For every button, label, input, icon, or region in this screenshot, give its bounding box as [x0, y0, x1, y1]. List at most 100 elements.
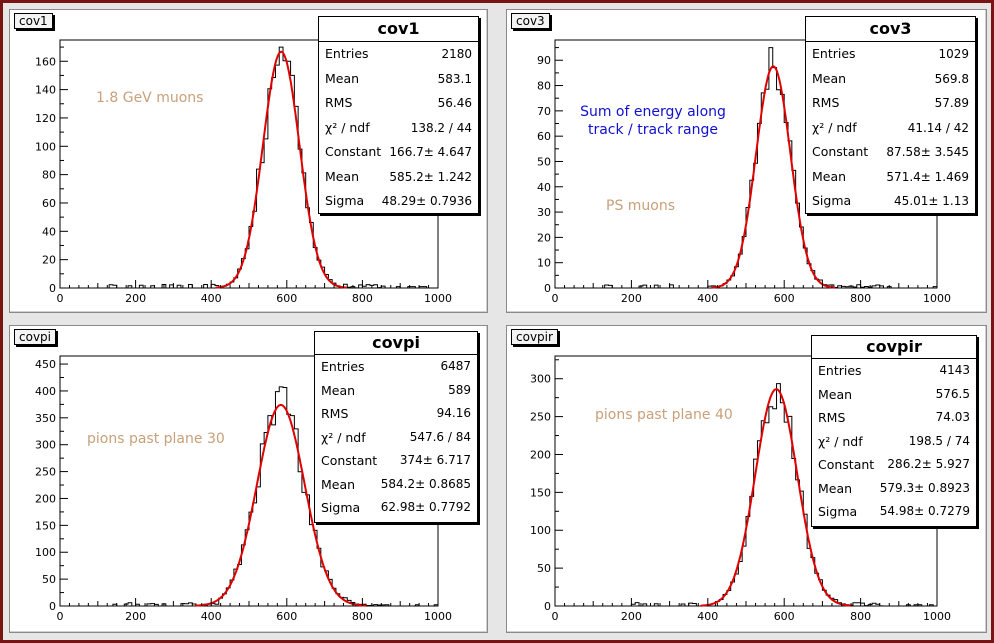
pad-covpi[interactable]: 0 200 400 600 800 1000 0 50 100 150 200 250 300 350 40…: [9, 325, 488, 633]
x-tick-label: 800: [352, 610, 373, 623]
stat-row-fit-mean: Mean 584.2± 0.8685: [315, 473, 477, 497]
stat-row-constant: Constant 374± 6.717: [315, 449, 477, 473]
x-tick-label: 1000: [923, 292, 951, 305]
stat-value: 576.5: [935, 386, 970, 401]
stat-row-rms: RMS 56.46: [319, 91, 478, 116]
y-tick-label: 0: [49, 600, 56, 613]
stats-box: covpir Entries 4143 Mean 576.5 RMS 74.03 χ²…: [811, 335, 977, 527]
histogram-bars: [60, 386, 439, 607]
stat-row-mean: Mean 569.8: [806, 67, 975, 92]
x-tick-label: 800: [850, 292, 871, 305]
stat-value: 87.58± 3.545: [886, 145, 969, 159]
stat-row-fit-mean: Mean 571.4± 1.469: [806, 165, 975, 190]
stat-value: 4143: [939, 363, 970, 377]
y-tick-label: 60: [537, 130, 551, 143]
stat-label: Entries: [812, 46, 856, 61]
y-tick-label: 30: [537, 206, 551, 219]
stat-value: 138.2 / 44: [410, 120, 472, 135]
stat-label: Constant: [812, 144, 869, 159]
pad-cov3[interactable]: 0 200 400 600 800 1000 0 10 20 30 40 50 60 70 80 90 cov…: [506, 9, 987, 313]
stat-label: Sigma: [325, 193, 365, 208]
x-tick-label: 600: [774, 610, 795, 623]
stat-row-constant: Constant 286.2± 5.927: [812, 453, 976, 477]
stat-row-mean: Mean 583.1: [319, 67, 478, 92]
stat-value: 56.46: [437, 96, 472, 110]
y-tick-label: 50: [537, 562, 551, 575]
stat-value: 585.2± 1.242: [389, 169, 472, 184]
stat-label: Entries: [818, 363, 862, 378]
gaussian-fit-curve: [700, 388, 853, 607]
y-tick-label: 0: [544, 282, 551, 295]
stat-value: 583.1: [437, 71, 472, 86]
stat-row-entries: Entries 2180: [319, 42, 478, 67]
stat-label: Mean: [812, 70, 847, 86]
gaussian-fit-curve: [215, 50, 347, 289]
stat-row-sigma: Sigma 62.98± 0.7792: [315, 496, 477, 520]
y-tick-label: 70: [537, 105, 551, 118]
stat-row-rms: RMS 74.03: [812, 406, 976, 430]
stat-value: 74.03: [935, 410, 970, 424]
x-tick-label: 0: [552, 610, 559, 623]
stat-label: RMS: [325, 95, 353, 110]
y-tick-label: 120: [35, 112, 56, 125]
stats-title: cov1: [319, 17, 478, 42]
stats-box: covpi Entries 6487 Mean 589 RMS 94.16 χ² / …: [314, 331, 478, 523]
stat-value: 41.14 / 42: [907, 120, 969, 135]
stat-row-rms: RMS 57.89: [806, 91, 975, 116]
stat-label: Constant: [321, 453, 378, 468]
stat-value: 54.98± 0.7279: [879, 504, 970, 518]
stat-label: Sigma: [812, 193, 852, 208]
stat-row-chi2: χ² / ndf 198.5 / 74: [812, 430, 976, 454]
y-tick-label: 50: [42, 573, 56, 586]
stat-value: 166.7± 4.647: [389, 145, 472, 159]
y-tick-label: 100: [35, 140, 56, 153]
stats-box: cov1 Entries 2180 Mean 583.1 RMS 56.46 χ² /…: [318, 16, 479, 214]
y-tick-label: 80: [42, 169, 56, 182]
y-tick-label: 450: [35, 358, 56, 371]
stat-row-rms: RMS 94.16: [315, 402, 477, 426]
pad-covpir[interactable]: 0 200 400 600 800 1000 0 50 100 150 200 250 300 covp…: [506, 325, 987, 633]
stat-label: χ² / ndf: [818, 433, 863, 449]
histogram-plot-cov3: 0 200 400 600 800 1000 0 10 20 30 40 50 60 70 80 90: [537, 39, 951, 305]
stat-row-entries: Entries 6487: [315, 355, 477, 379]
y-tick-label: 250: [35, 466, 56, 479]
stat-value: 62.98± 0.7792: [380, 500, 471, 514]
y-tick-label: 250: [530, 411, 551, 424]
stat-label: RMS: [321, 406, 349, 421]
stat-row-chi2: χ² / ndf 547.6 / 84: [315, 426, 477, 450]
stat-row-chi2: χ² / ndf 41.14 / 42: [806, 116, 975, 141]
x-tick-label: 0: [57, 610, 64, 623]
stat-row-constant: Constant 166.7± 4.647: [319, 140, 478, 165]
stat-value: 94.16: [436, 406, 471, 420]
stat-value: 6487: [440, 359, 471, 373]
stat-label: χ² / ndf: [321, 429, 366, 445]
y-tick-label: 300: [35, 439, 56, 452]
y-tick-label: 300: [530, 373, 551, 386]
stat-value: 579.3± 0.8923: [879, 480, 970, 495]
gaussian-fit-curve: [711, 65, 836, 289]
pad-cov1[interactable]: 0 200 400 600 800 1000 0 20 40 60 80 100 120 140 160 c…: [9, 9, 488, 313]
annotation-line: Sum of energy along: [580, 104, 726, 120]
stat-label: Mean: [325, 70, 360, 86]
x-tick-label: 600: [276, 292, 297, 305]
stat-label: RMS: [818, 410, 846, 425]
stat-label: Mean: [321, 476, 356, 492]
x-tick-label: 400: [697, 610, 718, 623]
annotation-line: track / track range: [587, 122, 719, 138]
y-tick-label: 20: [42, 254, 56, 267]
y-tick-label: 60: [42, 197, 56, 210]
annotation-label: 1.8 GeV muons: [96, 90, 204, 106]
stat-value: 198.5 / 74: [908, 433, 970, 448]
stat-label: χ² / ndf: [812, 119, 857, 135]
stat-row-fit-mean: Mean 585.2± 1.242: [319, 165, 478, 190]
stat-row-entries: Entries 1029: [806, 42, 975, 67]
stats-box: cov3 Entries 1029 Mean 569.8 RMS 57.89 χ² /…: [805, 16, 976, 214]
y-tick-label: 400: [35, 385, 56, 398]
x-tick-label: 400: [697, 292, 718, 305]
y-tick-label: 0: [49, 282, 56, 295]
stat-value: 2180: [441, 47, 472, 61]
x-tick-label: 800: [850, 610, 871, 623]
stat-label: Mean: [325, 168, 360, 184]
y-tick-label: 90: [537, 54, 551, 67]
pad-title: covpir: [511, 329, 558, 345]
